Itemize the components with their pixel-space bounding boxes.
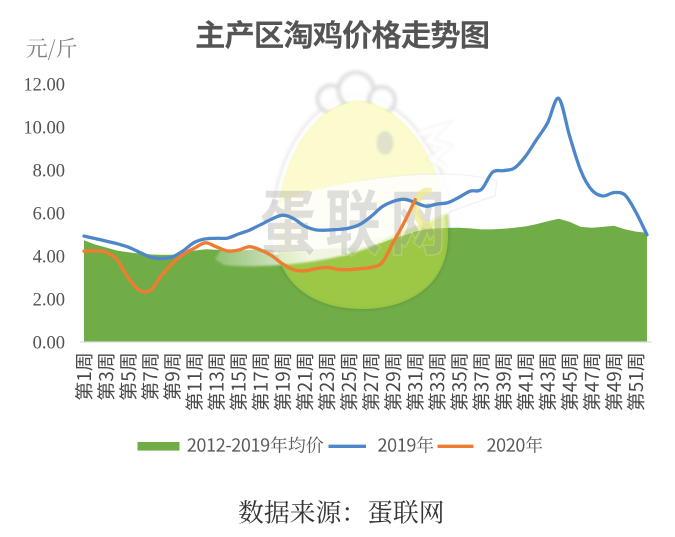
svg-text:0.00: 0.00 [33, 333, 65, 353]
svg-text:2.00: 2.00 [33, 290, 65, 310]
svg-text:12.00: 12.00 [23, 75, 65, 95]
svg-text:8.00: 8.00 [33, 161, 65, 181]
svg-text:4.00: 4.00 [33, 247, 65, 267]
svg-text:6.00: 6.00 [33, 204, 65, 224]
svg-text:10.00: 10.00 [23, 118, 65, 138]
